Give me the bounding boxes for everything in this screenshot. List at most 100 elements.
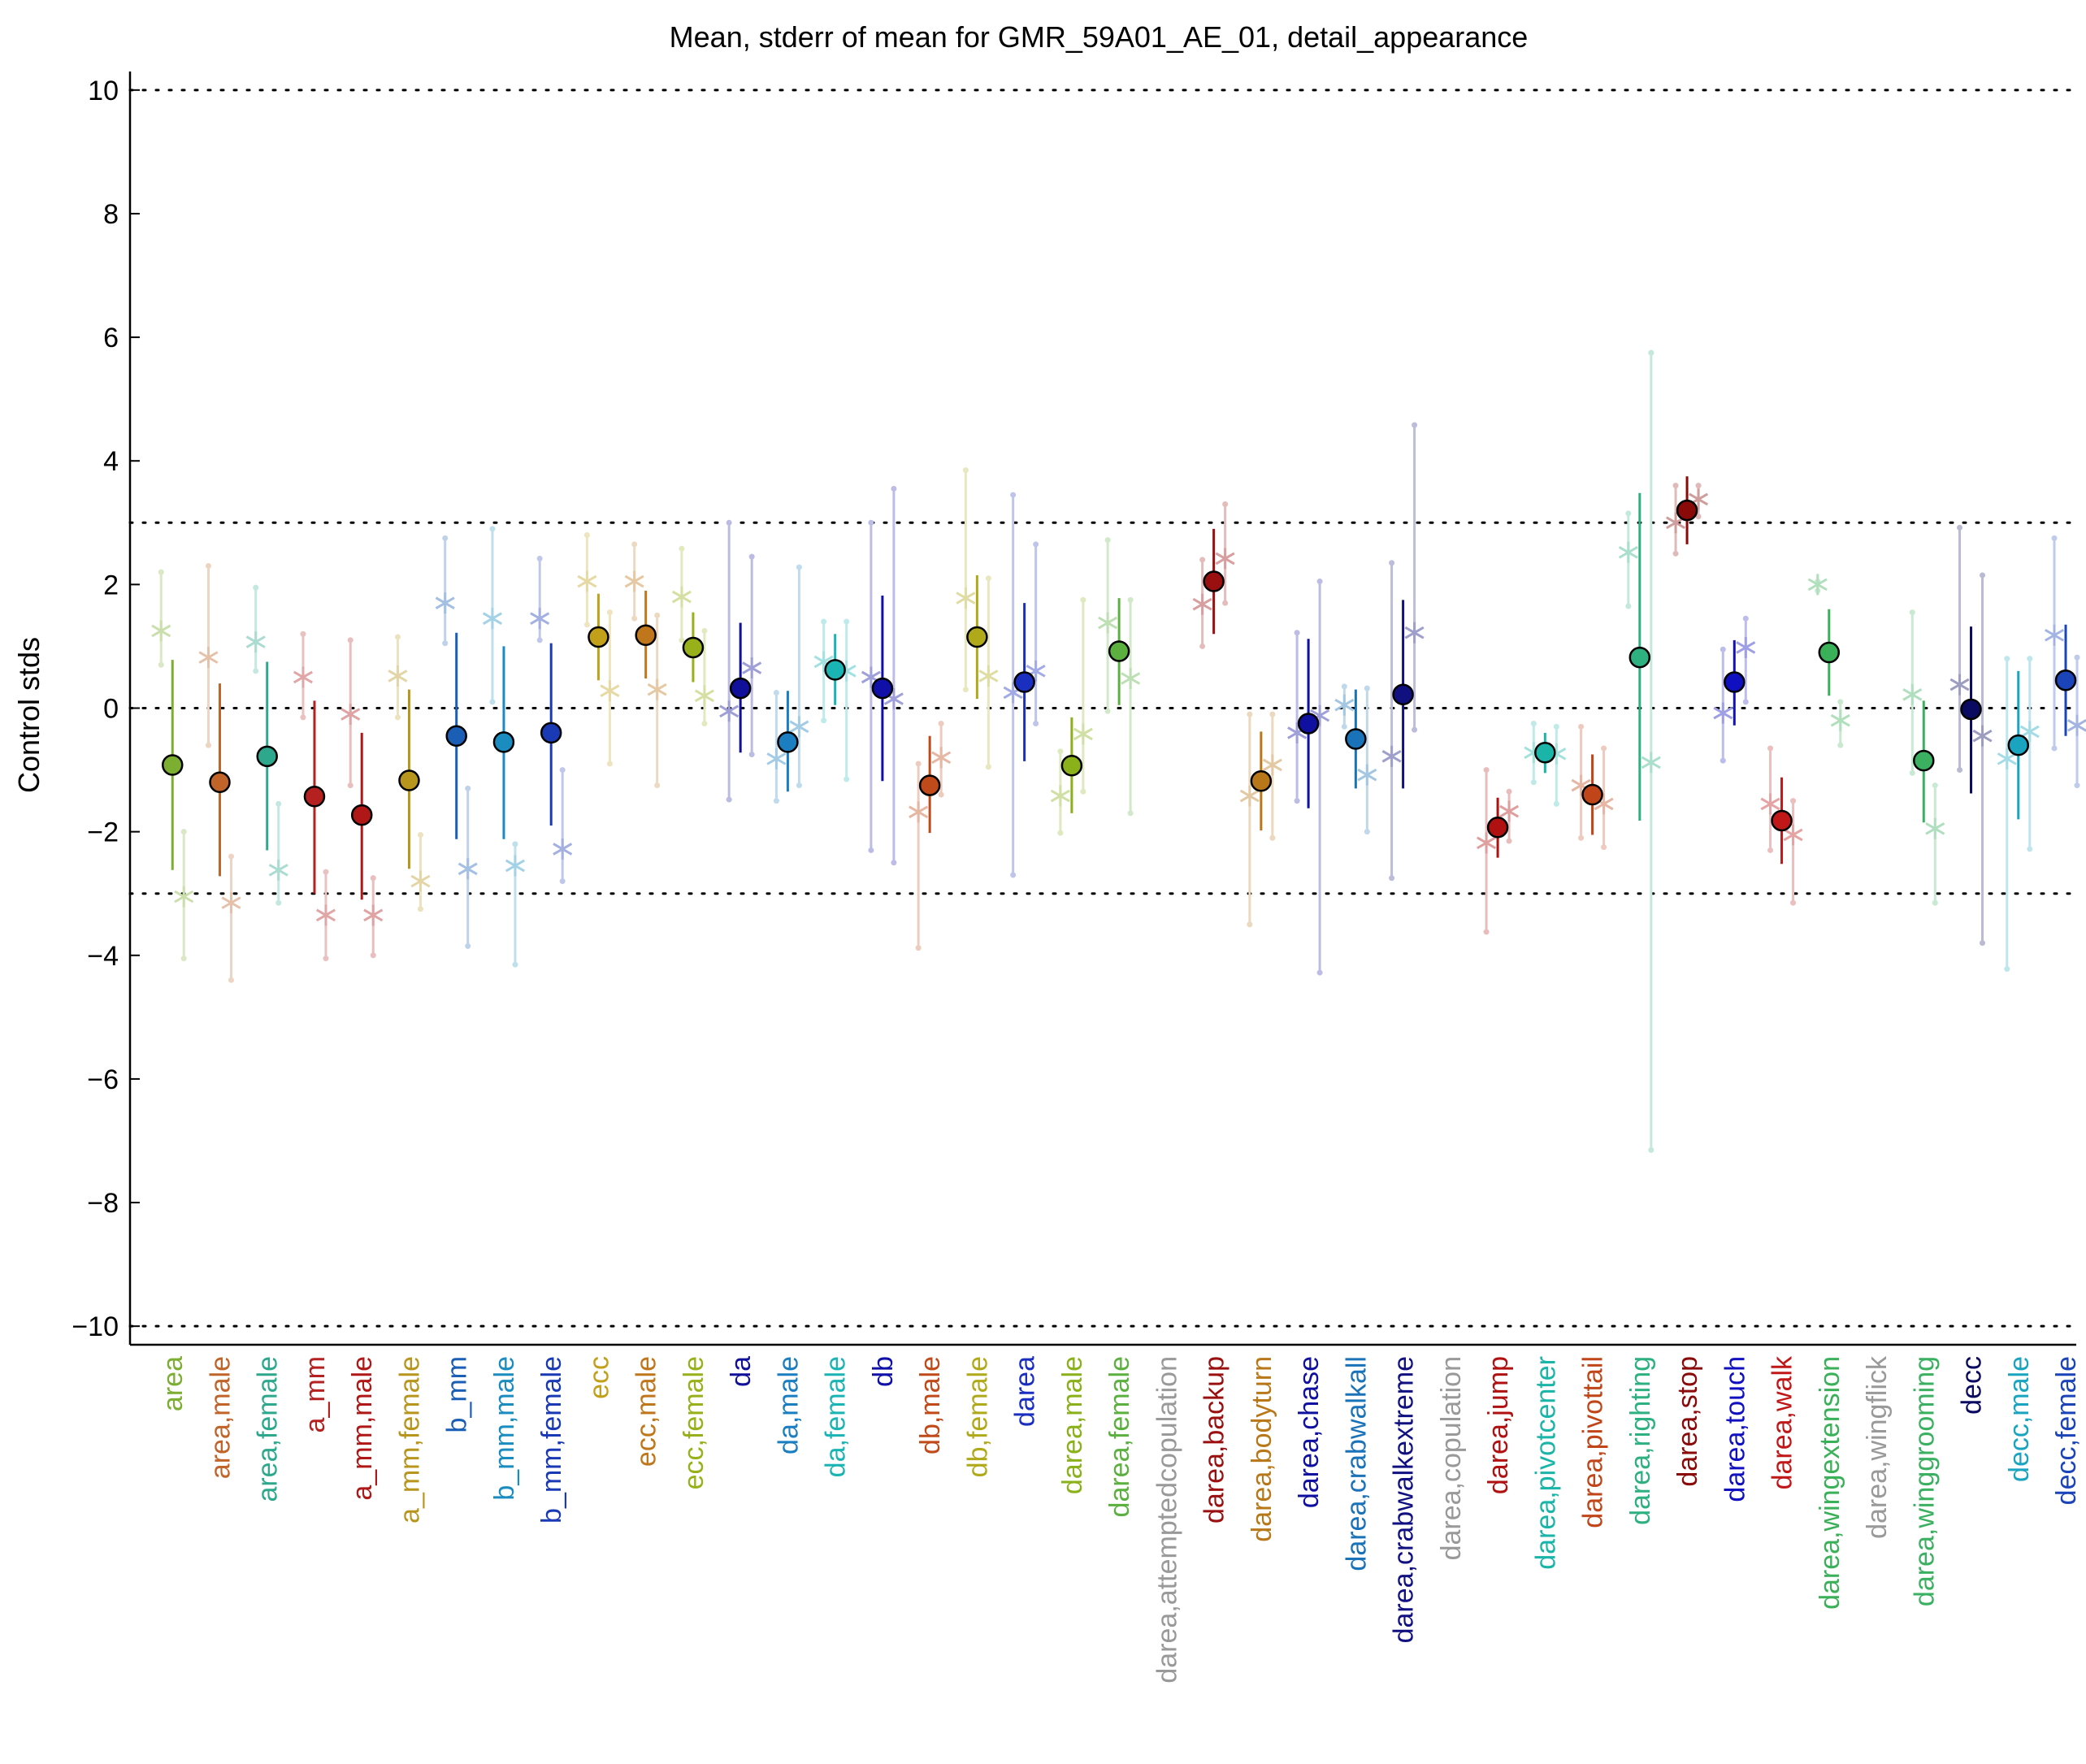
subgroup2-star [268, 859, 288, 881]
mean-point [777, 731, 799, 753]
subgroup2-lo-dot [1364, 829, 1370, 835]
subgroup2-star [694, 685, 714, 707]
subgroup1-star [151, 620, 171, 642]
subgroup1-hi-dot [1483, 767, 1490, 774]
subgroup1-star [1760, 793, 1780, 815]
subgroup1-hi-dot [1672, 483, 1679, 489]
subgroup2-star [2067, 714, 2086, 736]
mean-point [1203, 570, 1225, 592]
mean-point [161, 754, 184, 776]
subgroup1-hi-dot [1957, 524, 1963, 531]
subgroup1-star [530, 608, 550, 630]
subgroup2-star [505, 855, 525, 877]
subgroup2-hi-dot [1033, 541, 1039, 548]
subgroup1-lo-dot [536, 637, 543, 644]
subgroup1-hi-dot [773, 689, 779, 696]
subgroup1-star [340, 704, 361, 726]
subgroup2-hi-dot [1412, 422, 1418, 428]
subgroup2-hi-dot [559, 767, 566, 774]
x-tick-label: a_mm [300, 1356, 331, 1432]
subgroup2-lo-dot [465, 943, 471, 949]
mean-point [588, 626, 609, 648]
subgroup1-lo-dot [394, 714, 401, 721]
subgroup1-lo-dot [1767, 847, 1774, 853]
subgroup1-star [435, 592, 455, 614]
subgroup2-hi-dot [2027, 656, 2033, 662]
subgroup2-lo-dot [606, 761, 613, 767]
subgroup2-star [1357, 764, 1377, 786]
x-tick-label: b_mm,male [489, 1356, 520, 1501]
subgroup1-lo-dot [1530, 779, 1537, 786]
subgroup1-hi-dot [915, 761, 922, 767]
x-tick-label: ecc,female [679, 1356, 709, 1489]
mean-point [966, 626, 988, 648]
subgroup2-star [1121, 667, 1141, 689]
subgroup1-hi-dot [679, 545, 685, 552]
subgroup1-hi-dot [726, 519, 732, 526]
subgroup2-star [1404, 622, 1425, 644]
subgroup2-lo-dot [228, 977, 234, 983]
x-tick-label: darea,wingextension [1815, 1356, 1845, 1610]
x-tick-label: db,female [962, 1356, 993, 1477]
x-tick-label: darea,chase [1294, 1356, 1325, 1508]
subgroup2-lo-dot [1316, 969, 1323, 976]
subgroup2-lo-dot [275, 899, 282, 906]
subgroup2-star [1972, 725, 1993, 747]
subgroup1-star [909, 801, 929, 823]
subgroup1-hi-dot [1389, 560, 1395, 566]
x-tick-label: darea [1010, 1356, 1041, 1427]
y-tick-label: −10 [72, 1311, 119, 1342]
subgroup1-lo-dot [679, 637, 685, 644]
subgroup2-star [742, 657, 762, 679]
subgroup2-star [600, 680, 620, 702]
subgroup2-star [2019, 721, 2040, 743]
x-tick-label: darea,stop [1672, 1356, 1703, 1487]
x-tick-label: darea,righting [1625, 1356, 1656, 1525]
subgroup1-star [1807, 574, 1828, 596]
subgroup2-hi-dot [1648, 349, 1654, 356]
subgroup2-hi-dot [1364, 685, 1370, 691]
subgroup2-hi-dot [1080, 596, 1086, 603]
mean-point [1345, 728, 1367, 750]
x-tick-label: darea,bodyturn [1247, 1356, 1277, 1542]
subgroup1-lo-dot [821, 717, 827, 724]
subgroup2-star [1499, 800, 1520, 822]
subgroup1-lo-dot [915, 945, 922, 951]
subgroup1-lo-dot [1247, 921, 1253, 928]
subgroup2-lo-dot [417, 906, 423, 912]
subgroup1-lo-dot [1199, 643, 1206, 649]
subgroup1-star [1334, 694, 1355, 716]
subgroup1-star [388, 665, 408, 687]
subgroup1-star [1713, 702, 1733, 724]
subgroup1-hi-dot [1909, 609, 1915, 616]
subgroup1-star [956, 587, 976, 609]
subgroup2-hi-dot [938, 721, 944, 727]
subgroup2-lo-dot [559, 878, 566, 884]
x-tick-label: darea,jump [1483, 1356, 1514, 1494]
subgroup2-hi-dot [606, 609, 613, 616]
x-tick-label: area,female [253, 1356, 284, 1502]
y-tick-label: 6 [103, 323, 119, 353]
subgroup1-hi-dot [158, 569, 164, 575]
mean-point [445, 725, 467, 747]
subgroup1-hi-dot [205, 563, 211, 570]
subgroup2-lo-dot [891, 860, 897, 866]
subgroup1-lo-dot [442, 640, 449, 647]
subgroup2-hi-dot [228, 853, 234, 860]
subgroup2-star [458, 858, 478, 880]
subgroup2-star [931, 747, 952, 769]
subgroup1-hi-dot [536, 555, 543, 561]
subgroup2-lo-dot [796, 782, 802, 789]
subgroup2-hi-dot [844, 618, 850, 625]
subgroup2-hi-dot [1506, 788, 1512, 795]
subgroup1-hi-dot [1294, 630, 1300, 636]
subgroup2-hi-dot [748, 553, 755, 560]
subgroup1-hi-dot [1720, 646, 1726, 652]
x-tick-label: decc [1957, 1356, 1988, 1415]
x-tick-label: darea,walk [1767, 1355, 1798, 1489]
subgroup1-star [1949, 674, 1970, 696]
x-tick-label: darea,male [1057, 1356, 1088, 1494]
subgroup2-hi-dot [323, 869, 329, 875]
subgroup2-lo-dot [1269, 834, 1276, 841]
